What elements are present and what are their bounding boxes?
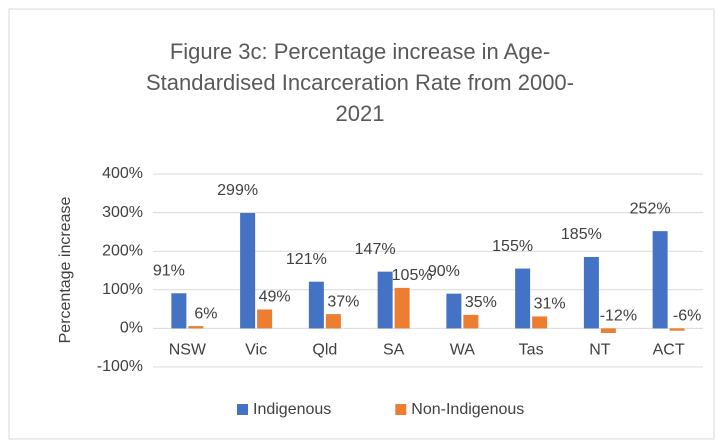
bar [377, 271, 393, 329]
value-label: 252% [630, 200, 671, 217]
bar [308, 281, 324, 329]
bar [652, 231, 668, 329]
bar [583, 256, 599, 329]
value-label: 299% [217, 182, 258, 199]
bar [515, 268, 531, 329]
x-tick-label: Tas [519, 342, 544, 359]
bar [600, 328, 616, 334]
bar [669, 328, 685, 331]
value-label: -6% [673, 308, 701, 325]
legend-swatch [395, 404, 407, 415]
value-label: 121% [286, 251, 327, 268]
value-label: 6% [194, 305, 217, 322]
legend-label: Non-Indigenous [411, 401, 524, 418]
x-tick-label: NSW [169, 342, 207, 359]
bar [446, 293, 462, 329]
x-tick-label: SA [383, 342, 405, 359]
bar [240, 212, 256, 329]
x-tick-label: ACT [653, 342, 685, 359]
value-label: 35% [465, 294, 497, 311]
x-tick-label: WA [450, 342, 476, 359]
value-label: -12% [600, 308, 637, 325]
y-tick-label: 200% [102, 242, 143, 259]
value-label: 37% [327, 293, 359, 310]
bar [394, 287, 410, 329]
bar [257, 309, 273, 329]
x-tick-label: Qld [312, 342, 337, 359]
chart-title: Figure 3c: Percentage increase in Age-St… [145, 39, 574, 126]
y-tick-label: -100% [97, 358, 143, 375]
bar [188, 326, 204, 329]
legend-label: Indigenous [253, 401, 331, 418]
y-tick-label: 300% [102, 204, 143, 221]
value-label: 31% [534, 296, 566, 313]
x-tick-label: NT [589, 342, 611, 359]
y-tick-label: 100% [102, 281, 143, 298]
value-label: 155% [492, 238, 533, 255]
bar [532, 316, 548, 329]
y-tick-label: 400% [102, 165, 143, 182]
value-label: 91% [153, 262, 185, 279]
x-tick-label: Vic [245, 342, 267, 359]
value-label: 49% [259, 289, 291, 306]
legend-swatch [237, 404, 248, 415]
bar [325, 314, 341, 329]
value-label: 105% [392, 267, 433, 284]
value-label: 90% [428, 263, 460, 280]
y-tick-label: 0% [120, 320, 143, 337]
value-label: 147% [355, 241, 396, 258]
bar [171, 293, 187, 329]
y-axis-label: Percentage increase [57, 197, 74, 344]
bar [463, 314, 479, 329]
value-label: 185% [561, 226, 602, 243]
